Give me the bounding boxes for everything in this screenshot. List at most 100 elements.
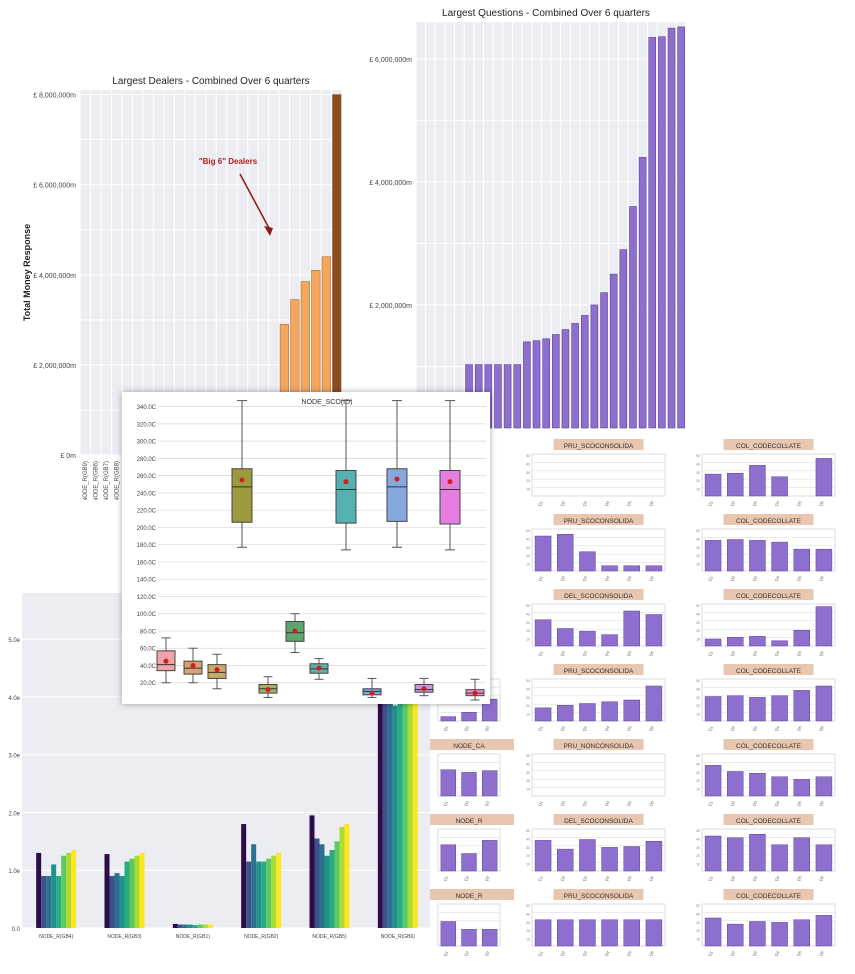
y-tick-label: 4.0e xyxy=(8,696,20,702)
y-tick-label: 10 xyxy=(526,863,530,867)
y-tick-label: 30 xyxy=(526,921,530,925)
y-tick-label: 20 xyxy=(696,854,700,858)
y-tick-label: 40 xyxy=(696,912,700,916)
y-tick-label: 20 xyxy=(696,929,700,933)
y-tick-label: 30 xyxy=(526,771,530,775)
bar xyxy=(387,696,393,928)
y-tick-label: 180.0C xyxy=(137,543,157,549)
x-tick-label: Q2 xyxy=(463,799,470,807)
x-tick-label: Q3 xyxy=(484,949,491,957)
x-tick-label: Q3 xyxy=(751,799,758,807)
x-tick-label: Q4 xyxy=(603,949,610,957)
bar xyxy=(749,834,766,872)
y-tick-label: £ 6,000,000m xyxy=(369,57,412,64)
x-tick-label: Q4 xyxy=(773,574,780,582)
x-tick-label: Q2 xyxy=(559,874,566,882)
y-tick-label: 50 xyxy=(696,829,700,833)
bar xyxy=(727,539,744,572)
x-tick-label: Q1 xyxy=(537,874,544,882)
y-tick-label: 1.0e xyxy=(8,869,20,875)
x-tick-label: Q6 xyxy=(818,724,825,732)
x-tick-label: Q6 xyxy=(818,649,825,657)
x-tick-label: Q1 xyxy=(707,874,714,882)
bar xyxy=(134,855,140,928)
panel-title-bg xyxy=(723,889,814,900)
y-tick-label: £ 6,000,000m xyxy=(33,183,76,190)
bar xyxy=(534,840,552,872)
panel-title: PRU_SCOCONSOLIDA xyxy=(564,518,634,525)
y-tick-label: 40 xyxy=(696,837,700,841)
x-tick-label: Q1 xyxy=(537,574,544,582)
bar xyxy=(815,844,833,872)
x-tick-label: Q5 xyxy=(796,724,803,732)
panel-frame xyxy=(531,678,666,722)
bar xyxy=(601,701,618,722)
bar xyxy=(590,304,599,429)
bar xyxy=(309,815,315,928)
y-tick-label: 50 xyxy=(526,529,530,533)
bar xyxy=(704,917,722,947)
x-tick-label: Q5 xyxy=(796,649,803,657)
bar xyxy=(645,614,663,647)
bar xyxy=(638,157,647,429)
plot-area xyxy=(158,398,486,700)
bar xyxy=(534,919,552,947)
bar xyxy=(440,769,457,797)
x-tick-label: NODE_R(GB5) xyxy=(312,934,347,940)
annotation-arrowhead xyxy=(264,226,273,236)
bar xyxy=(402,659,408,928)
bar xyxy=(677,26,685,429)
bar xyxy=(494,364,502,429)
x-tick-label: Q2 xyxy=(559,949,566,957)
x-tick-label: Q1 xyxy=(442,724,449,732)
bar xyxy=(172,923,178,928)
x-tick-label: Q4 xyxy=(773,874,780,882)
x-tick-label: Q1 xyxy=(707,799,714,807)
panel-frame xyxy=(531,903,666,947)
bar xyxy=(645,685,663,722)
chart-title: NODE_SCO(ID) xyxy=(302,399,353,406)
bar xyxy=(648,37,657,429)
x-tick-label: Q4 xyxy=(603,649,610,657)
bar xyxy=(314,838,320,928)
x-tick-label: Q6 xyxy=(648,874,655,882)
y-tick-label: 20 xyxy=(696,704,700,708)
x-tick-label: Q6 xyxy=(818,799,825,807)
x-tick-label: Q2 xyxy=(463,724,470,732)
x-tick-label: Q1 xyxy=(442,799,449,807)
x-tick-label: NODE_R(GB4) xyxy=(39,934,74,940)
y-tick-label: 20 xyxy=(696,629,700,633)
y-tick-label: 340.0C xyxy=(137,405,157,411)
x-tick-label: Q4 xyxy=(603,499,610,507)
x-tick-label: Q4 xyxy=(773,499,780,507)
bar xyxy=(513,364,522,429)
x-tick-label: Q2 xyxy=(729,649,736,657)
x-tick-label: Q6 xyxy=(648,574,655,582)
x-tick-label: Q2 xyxy=(559,649,566,657)
bar xyxy=(392,705,398,928)
bar xyxy=(579,839,596,872)
mean-marker xyxy=(343,479,349,485)
bar xyxy=(542,338,550,429)
panel-title-bg xyxy=(430,889,514,900)
y-tick-label: 20 xyxy=(526,629,530,633)
mean-marker xyxy=(369,690,375,696)
mean-marker xyxy=(421,686,427,692)
x-tick-label: Q1 xyxy=(707,499,714,507)
x-tick-label: Q3 xyxy=(484,724,491,732)
y-tick-label: 0.0 xyxy=(12,927,21,933)
y-tick-label: 10 xyxy=(696,938,700,942)
y-tick-label: 300.0C xyxy=(137,440,157,446)
y-tick-label: 20 xyxy=(526,704,530,708)
panel-title-bg xyxy=(723,439,814,450)
panel-title: DEL_SCOCONSOLIDA xyxy=(564,818,633,825)
y-tick-label: 260.0C xyxy=(137,474,157,480)
x-tick-label: Q2 xyxy=(559,574,566,582)
x-tick-label: Q5 xyxy=(626,874,633,882)
bar xyxy=(771,476,788,497)
bar xyxy=(139,852,145,928)
bar xyxy=(534,707,552,722)
x-tick-label: NODE_R(GB3) xyxy=(107,934,142,940)
bar xyxy=(461,772,477,797)
bar xyxy=(412,633,418,928)
